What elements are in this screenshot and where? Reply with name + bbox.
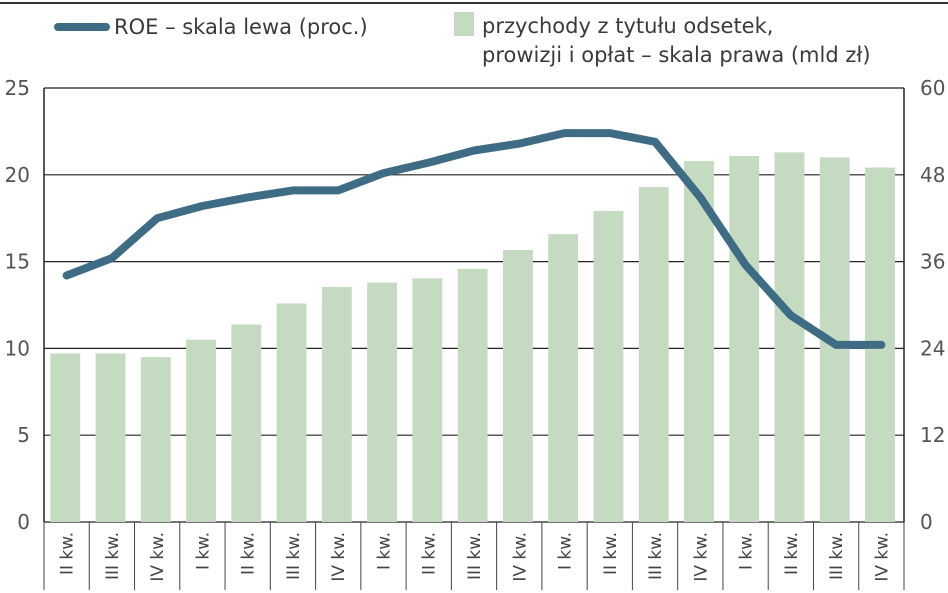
right-axis-tick-label: 0 xyxy=(920,510,933,534)
category-label: II kw. xyxy=(782,532,802,575)
bar xyxy=(548,234,579,522)
category-label: II kw. xyxy=(601,532,621,575)
category-label: III kw. xyxy=(465,532,485,580)
legend-bar-label-line1: przychody z tytułu odsetek, xyxy=(482,14,773,38)
category-label: IV kw. xyxy=(329,532,349,582)
category-label: II kw. xyxy=(420,532,440,575)
right-axis-tick-label: 48 xyxy=(920,163,945,187)
category-label: IV kw. xyxy=(691,532,711,582)
bar xyxy=(276,303,307,522)
axes xyxy=(43,88,905,590)
legend-line-label: ROE – skala lewa (proc.) xyxy=(114,15,368,39)
bar xyxy=(95,353,126,522)
bar xyxy=(367,282,398,522)
bar xyxy=(729,155,760,522)
bar xyxy=(638,187,669,522)
left-axis-tick-label: 20 xyxy=(5,163,30,187)
category-label: I kw. xyxy=(374,532,394,570)
bar xyxy=(457,268,488,522)
left-axis-tick-label: 15 xyxy=(5,250,30,274)
legend-bar-swatch xyxy=(454,12,474,36)
category-label: IV kw. xyxy=(510,532,530,582)
category-label: II kw. xyxy=(58,532,78,575)
right-axis-tick-label: 24 xyxy=(920,336,945,360)
left-axis-tick-label: 25 xyxy=(5,76,30,100)
bar xyxy=(186,339,216,522)
right-axis-tick-label: 36 xyxy=(920,250,945,274)
bar xyxy=(321,286,352,522)
category-label: IV kw. xyxy=(148,532,168,582)
bar xyxy=(412,278,443,522)
category-label: III kw. xyxy=(103,532,123,580)
legend-bar-label-line2: prowizji i opłat – skala prawa (mld zł) xyxy=(482,43,871,67)
bar-series xyxy=(50,152,895,523)
bar xyxy=(593,210,624,522)
legend: ROE – skala lewa (proc.) przychody z tyt… xyxy=(54,12,871,67)
right-axis-tick-label: 12 xyxy=(920,423,945,447)
tick-labels: 0 5 10 15 20 25 0 12 24 36 48 60 II kw. III kw. IV kw.… xyxy=(5,76,946,582)
category-label: I kw. xyxy=(737,532,757,570)
bar xyxy=(140,357,171,522)
left-axis-tick-label: 10 xyxy=(5,336,30,360)
line-series xyxy=(62,129,886,349)
category-label: I kw. xyxy=(193,532,213,570)
category-label: IV kw. xyxy=(872,532,892,582)
bar xyxy=(502,250,533,522)
category-label: III kw. xyxy=(827,532,847,580)
bar xyxy=(684,161,714,522)
bar xyxy=(231,324,262,522)
category-label: II kw. xyxy=(239,532,259,575)
category-label: I kw. xyxy=(556,532,576,570)
right-axis-tick-label: 60 xyxy=(920,76,945,100)
left-axis-tick-label: 0 xyxy=(17,510,30,534)
category-label: III kw. xyxy=(284,532,304,580)
bar xyxy=(50,353,81,522)
category-label: III kw. xyxy=(646,532,666,580)
bar xyxy=(774,152,805,523)
left-axis-tick-label: 5 xyxy=(17,423,30,447)
